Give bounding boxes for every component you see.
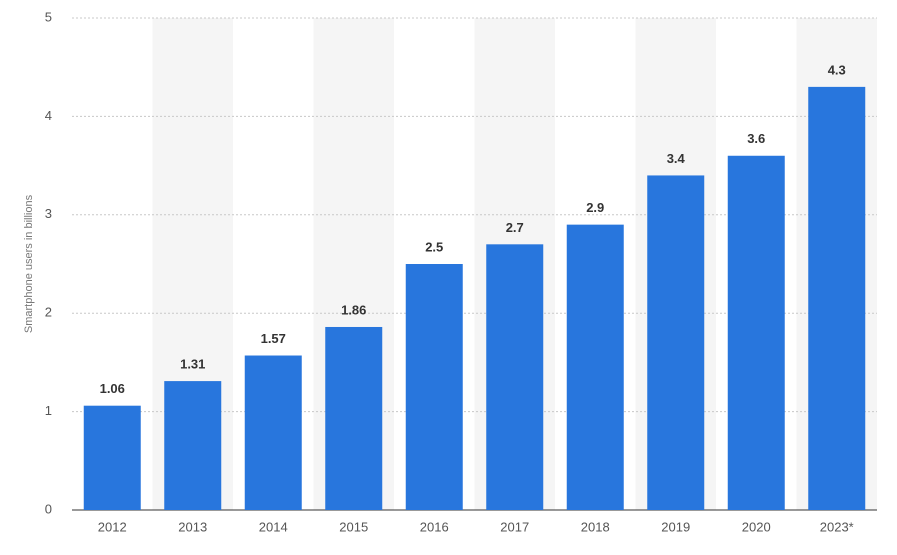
x-tick-label: 2019 bbox=[661, 519, 690, 534]
x-tick-label: 2017 bbox=[500, 519, 529, 534]
y-tick-label: 0 bbox=[45, 501, 52, 516]
value-label: 2.5 bbox=[425, 239, 443, 254]
bar bbox=[405, 264, 463, 510]
y-tick-label: 4 bbox=[45, 108, 52, 123]
y-tick-label: 5 bbox=[45, 9, 52, 24]
value-label: 1.31 bbox=[180, 357, 205, 372]
value-label: 3.6 bbox=[747, 131, 765, 146]
x-tick-label: 2018 bbox=[581, 519, 610, 534]
bar bbox=[83, 405, 141, 510]
y-tick-label: 2 bbox=[45, 305, 52, 320]
bar bbox=[244, 355, 302, 510]
value-label: 4.3 bbox=[828, 62, 846, 77]
bar bbox=[647, 175, 705, 510]
bar bbox=[808, 86, 866, 510]
x-tick-label: 2012 bbox=[98, 519, 127, 534]
bar bbox=[566, 224, 624, 510]
y-tick-label: 3 bbox=[45, 206, 52, 221]
bar bbox=[727, 155, 785, 510]
bar bbox=[164, 381, 222, 510]
x-tick-label: 2016 bbox=[420, 519, 449, 534]
x-tick-label: 2013 bbox=[178, 519, 207, 534]
value-label: 2.9 bbox=[586, 200, 604, 215]
value-label: 1.06 bbox=[100, 381, 125, 396]
y-tick-label: 1 bbox=[45, 403, 52, 418]
bar bbox=[325, 326, 383, 510]
x-tick-label: 2014 bbox=[259, 519, 288, 534]
value-label: 1.86 bbox=[341, 302, 366, 317]
value-label: 1.57 bbox=[261, 331, 286, 346]
value-label: 2.7 bbox=[506, 220, 524, 235]
value-label: 3.4 bbox=[667, 151, 686, 166]
x-tick-label: 2020 bbox=[742, 519, 771, 534]
y-axis-title: Smartphone users in billions bbox=[23, 194, 35, 333]
x-tick-label: 2015 bbox=[339, 519, 368, 534]
bar bbox=[486, 244, 544, 510]
x-tick-label: 2023* bbox=[820, 519, 854, 534]
